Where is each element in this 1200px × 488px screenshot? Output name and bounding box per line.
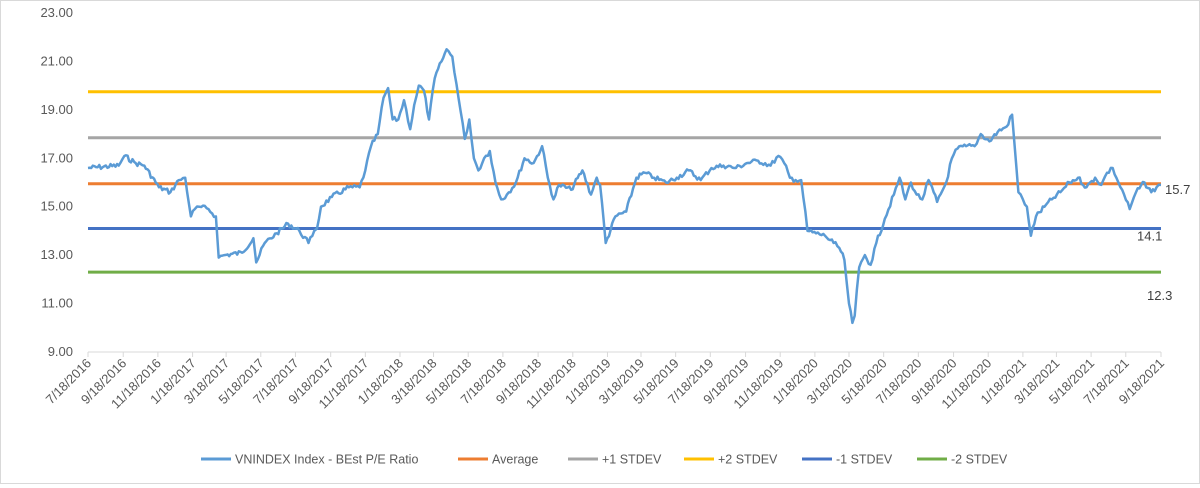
y-tick-label: 13.00 [40, 247, 73, 262]
y-tick-label: 21.00 [40, 53, 73, 68]
y-tick-label: 23.00 [40, 5, 73, 20]
y-tick-label: 19.00 [40, 102, 73, 117]
x-axis: 7/18/20169/18/201611/18/20161/18/20173/1… [43, 351, 1167, 411]
legend-entry: +1 STDEV [602, 453, 662, 467]
end-label: 12.3 [1147, 288, 1172, 303]
y-axis: 9.00 11.00 13.00 15.00 17.00 19.00 21.00 23.00 [40, 5, 73, 359]
y-tick-label: 15.00 [40, 199, 73, 214]
y-tick-label: 11.00 [41, 296, 73, 311]
y-tick-label: 17.00 [40, 150, 73, 165]
legend: VNINDEX Index - BEst P/E Ratio Average +1 … [201, 453, 1008, 467]
end-label: 15.7 [1165, 182, 1190, 197]
y-tick-label: 9.00 [48, 344, 73, 359]
legend-entry: Average [492, 453, 538, 467]
end-annotations: 15.7 14.1 12.3 [1137, 182, 1190, 303]
series-line-vnindex-pe [87, 48, 1162, 325]
series-line-group [87, 48, 1162, 325]
legend-entry: VNINDEX Index - BEst P/E Ratio [235, 453, 418, 467]
end-label: 14.1 [1137, 229, 1162, 244]
reference-lines [88, 90, 1161, 274]
legend-entry: +2 STDEV [718, 453, 778, 467]
legend-entry: -2 STDEV [951, 453, 1008, 467]
legend-entry: -1 STDEV [836, 453, 893, 467]
